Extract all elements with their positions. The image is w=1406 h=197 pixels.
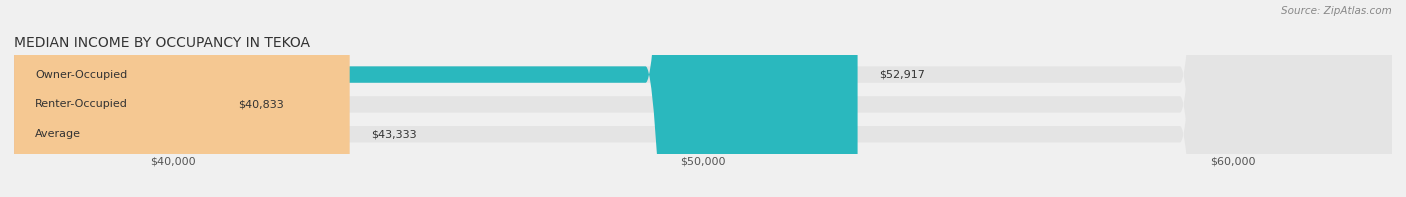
Text: Source: ZipAtlas.com: Source: ZipAtlas.com [1281, 6, 1392, 16]
FancyBboxPatch shape [14, 0, 1392, 197]
FancyBboxPatch shape [14, 0, 350, 197]
FancyBboxPatch shape [14, 0, 858, 197]
Text: Average: Average [35, 129, 82, 139]
Text: MEDIAN INCOME BY OCCUPANCY IN TEKOA: MEDIAN INCOME BY OCCUPANCY IN TEKOA [14, 36, 311, 50]
Text: $40,833: $40,833 [239, 99, 284, 109]
Text: Renter-Occupied: Renter-Occupied [35, 99, 128, 109]
Text: Owner-Occupied: Owner-Occupied [35, 70, 128, 80]
Text: $43,333: $43,333 [371, 129, 416, 139]
FancyBboxPatch shape [6, 0, 226, 197]
FancyBboxPatch shape [14, 0, 1392, 197]
FancyBboxPatch shape [14, 0, 1392, 197]
Text: $52,917: $52,917 [879, 70, 925, 80]
